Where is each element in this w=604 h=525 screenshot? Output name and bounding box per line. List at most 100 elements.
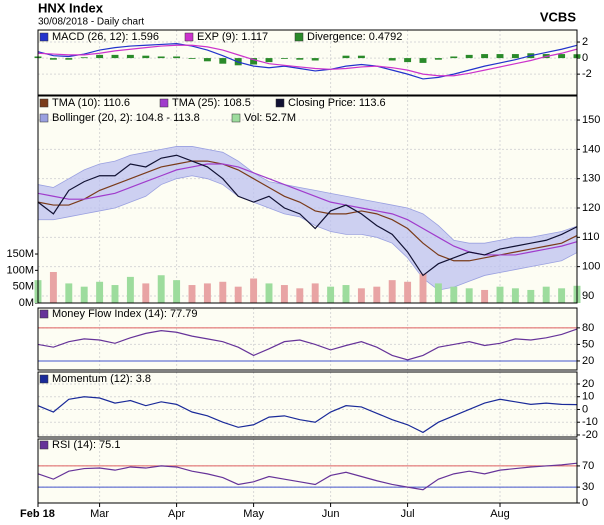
x-tick-label: Feb 18	[20, 508, 55, 520]
y-tick-label: 130	[582, 173, 600, 185]
x-tick-label: Mar	[90, 508, 109, 520]
legend-swatch	[39, 309, 49, 319]
legend-swatch	[184, 32, 194, 42]
bar	[188, 285, 196, 303]
panel-border	[37, 29, 578, 96]
bar	[527, 289, 535, 303]
legend-swatch	[159, 98, 169, 108]
bar	[203, 283, 211, 303]
bar	[188, 58, 196, 59]
y-tick-label: 140	[582, 143, 600, 155]
legend-label: Bollinger (20, 2): 104.8 - 113.8	[52, 112, 200, 124]
bar	[311, 283, 319, 303]
bar	[342, 285, 350, 303]
y-tick-label: -20	[582, 429, 598, 441]
legend-swatch	[39, 98, 49, 108]
y-tick-label: 50	[582, 338, 594, 350]
y-tick-label: 20	[582, 355, 594, 367]
y-tick-label: -10	[582, 416, 598, 428]
bar	[311, 58, 319, 61]
legend-swatch	[231, 113, 241, 123]
bar	[296, 288, 304, 303]
bar	[404, 58, 412, 63]
bar	[496, 286, 504, 303]
bar	[142, 55, 150, 59]
legend-swatch	[294, 32, 304, 42]
y-tick-label: 90	[582, 290, 594, 302]
legend-swatch	[275, 98, 285, 108]
legend-label: Vol: 52.7M	[244, 112, 296, 124]
bar	[280, 58, 288, 59]
bar	[465, 288, 473, 303]
series-line	[37, 462, 578, 491]
y-tick-label: 2	[582, 36, 588, 48]
x-tick-label: Jul	[401, 508, 415, 520]
y-tick-label: 20	[582, 378, 594, 390]
bar	[558, 288, 566, 303]
legend-swatch	[39, 374, 49, 384]
bar	[173, 56, 181, 59]
y-tick-label: 70	[582, 460, 594, 472]
legend-label: TMA (10): 110.6	[52, 97, 130, 109]
y-tick-label: 30	[582, 481, 594, 493]
x-tick-label: Jun	[322, 508, 340, 520]
y-tick-label: 10	[582, 391, 594, 403]
x-tick-label: Apr	[168, 508, 185, 520]
bar	[465, 54, 473, 59]
bar	[157, 275, 165, 303]
legend-label: Closing Price: 113.6	[288, 97, 386, 109]
bar	[450, 56, 458, 59]
y-tick-label: 0	[582, 497, 588, 509]
chart-subtitle: 30/08/2018 - Daily chart	[38, 17, 144, 28]
bar	[434, 283, 442, 303]
y-tick-label: 100	[582, 261, 600, 273]
y-tick-label: 120	[582, 202, 600, 214]
series-line	[37, 43, 578, 80]
bar	[173, 280, 181, 303]
bar	[296, 58, 304, 60]
bar	[126, 276, 134, 303]
legend-label: MACD (26, 12): 1.596	[52, 31, 159, 43]
bar	[219, 281, 227, 303]
bar	[157, 56, 165, 59]
panel	[38, 30, 577, 95]
bar	[511, 288, 519, 303]
bar	[219, 58, 227, 64]
bar	[542, 286, 550, 303]
y2-tick-label: 50M	[13, 281, 34, 293]
y-tick-label: 110	[582, 231, 600, 243]
bar	[481, 54, 489, 59]
series-line	[37, 44, 578, 77]
series-line	[37, 154, 578, 277]
bar	[419, 273, 427, 303]
bar	[265, 58, 273, 63]
bar	[111, 54, 119, 59]
y2-tick-label: 100M	[6, 264, 34, 276]
bar	[511, 54, 519, 59]
y2-tick-label: 0M	[19, 297, 34, 309]
bar	[419, 58, 427, 63]
bar	[388, 280, 396, 303]
series-line	[37, 328, 578, 361]
bar	[96, 281, 104, 303]
x-tick-label: Aug	[490, 508, 510, 520]
bar	[265, 283, 273, 303]
legend-label: EXP (9): 1.117	[197, 31, 268, 43]
y-tick-label: 0	[582, 403, 588, 415]
bar	[404, 281, 412, 303]
bar	[250, 278, 258, 303]
panel-border	[37, 95, 578, 304]
x-tick-label: May	[243, 508, 264, 520]
panel-border	[37, 307, 578, 371]
series-line	[37, 163, 578, 256]
bar	[203, 58, 211, 62]
bar	[234, 286, 242, 303]
panel-border	[37, 371, 578, 438]
legend-label: RSI (14): 75.1	[52, 439, 120, 451]
brand: VCBS	[540, 9, 576, 24]
legend-swatch	[39, 113, 49, 123]
y-tick-label: 150	[582, 114, 600, 126]
bar	[327, 286, 335, 303]
bar	[481, 289, 489, 303]
